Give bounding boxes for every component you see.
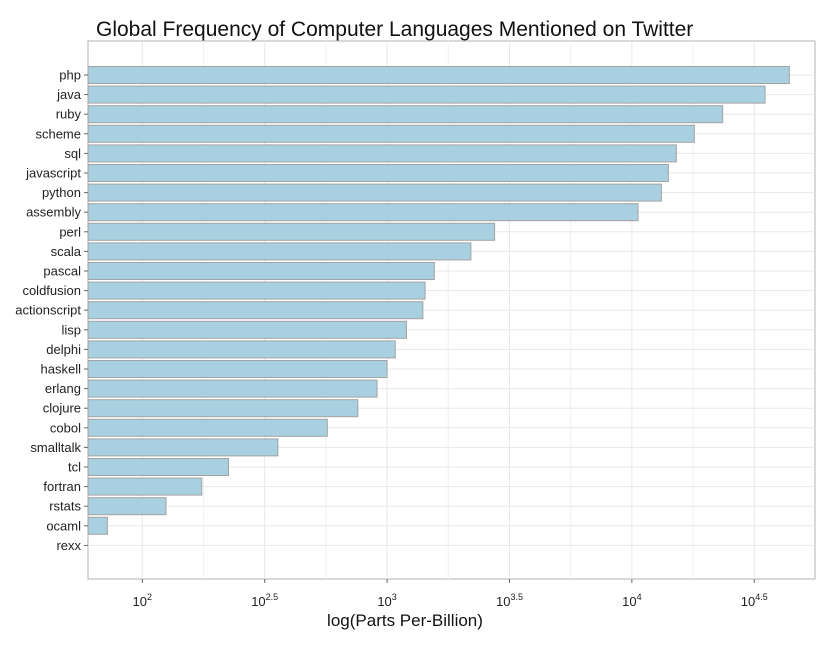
y-tick-label: tcl (68, 460, 81, 475)
x-axis-label: log(Parts Per-Billion) (327, 611, 483, 630)
y-tick-label: python (42, 185, 81, 200)
bar-pascal (87, 262, 435, 280)
bar-sql (87, 144, 677, 163)
bar-delphi (87, 340, 396, 359)
y-tick-label: lisp (61, 322, 81, 337)
y-tick-label: javascript (25, 166, 81, 181)
bar-scala (87, 242, 472, 261)
x-tick-label: 102.5 (251, 592, 278, 609)
y-tick-label: fortran (43, 479, 81, 494)
y-axis-labels: php java ruby scheme sql javascript python asse… (15, 68, 88, 553)
x-tick-label: 104 (622, 592, 641, 609)
bar-fortran (87, 477, 203, 496)
bar-javascript (87, 164, 669, 182)
x-axis-ticks: 102 102.5 103 103.5 104 104.5 (133, 579, 768, 609)
y-tick-label: rexx (56, 538, 81, 553)
y-tick-label: pascal (43, 264, 81, 279)
y-tick-label: java (56, 87, 82, 102)
bar-smalltalk (87, 438, 279, 457)
bar-java (87, 85, 766, 104)
x-tick-label: 103.5 (496, 592, 523, 609)
y-tick-label: rstats (49, 499, 81, 514)
y-tick-label: ruby (56, 107, 82, 122)
bar-erlang (87, 379, 378, 398)
bar-rstats (87, 497, 167, 516)
y-tick-label: smalltalk (30, 440, 81, 455)
y-tick-label: clojure (43, 401, 81, 416)
y-tick-label: sql (64, 146, 81, 161)
y-tick-label: delphi (46, 342, 81, 357)
y-tick-label: scheme (35, 126, 81, 141)
y-tick-label: perl (59, 224, 81, 239)
bar-coldfusion (87, 281, 426, 300)
y-tick-label: cobol (50, 420, 81, 435)
bar-tcl (87, 458, 230, 476)
x-tick-label: 103 (377, 592, 396, 609)
chart-title: Global Frequency of Computer Languages M… (96, 18, 693, 41)
bar-ocaml (87, 516, 108, 535)
bar-python (87, 183, 662, 202)
y-tick-label: scala (51, 244, 82, 259)
y-tick-label: erlang (45, 381, 81, 396)
bar-perl (87, 222, 496, 241)
bar-ruby (87, 105, 724, 124)
x-tick-label: 104.5 (741, 592, 768, 609)
y-tick-label: actionscript (15, 303, 81, 318)
bar-clojure (87, 399, 359, 418)
y-tick-label: php (59, 68, 81, 83)
bar-cobol (87, 418, 328, 437)
y-tick-label: ocaml (46, 518, 81, 533)
y-tick-label: haskell (41, 362, 82, 377)
bar-actionscript (87, 301, 424, 320)
x-tick-label: 102 (133, 592, 152, 609)
bar-scheme (87, 124, 695, 143)
y-tick-label: coldfusion (22, 283, 81, 298)
bar-php (87, 66, 790, 84)
bar-assembly (87, 203, 639, 222)
bar-lisp (87, 320, 407, 339)
bars (87, 66, 790, 535)
bar-haskell (87, 360, 388, 378)
y-tick-label: assembly (26, 205, 81, 220)
